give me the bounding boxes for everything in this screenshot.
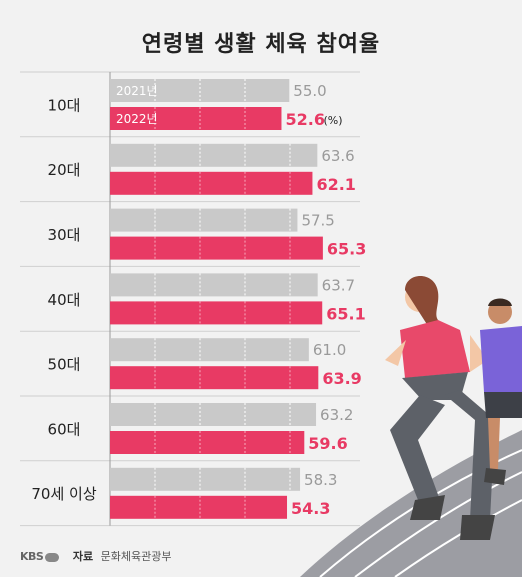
- data-label-2022: 54.3: [291, 499, 330, 518]
- logo-mark-icon: [45, 552, 60, 562]
- data-label-2021: 58.3: [304, 471, 337, 489]
- data-label-2021: 63.2: [320, 406, 353, 424]
- source-credit: KBS 자료 문화체육관광부: [20, 548, 171, 564]
- chart-title: 연령별 생활 체육 참여율: [141, 32, 381, 57]
- runner-woman-illustration: [385, 276, 495, 540]
- data-label-2022: 52.6: [285, 110, 324, 129]
- broadcaster-logo: KBS: [20, 550, 60, 563]
- bar-2022: [110, 366, 319, 390]
- data-label-2021: 61.0: [313, 341, 346, 359]
- data-label-2021: 63.7: [322, 276, 355, 294]
- data-label-2021: 63.6: [321, 147, 354, 165]
- category-label: 30대: [48, 226, 81, 244]
- source-label: 자료: [72, 550, 94, 563]
- category-label: 10대: [48, 96, 81, 114]
- data-label-2022: 65.3: [327, 240, 366, 259]
- bar-2022: [110, 431, 305, 454]
- data-label-2021: 57.5: [301, 212, 334, 230]
- bar-2021: [110, 143, 318, 167]
- runner-man-illustration: [480, 298, 522, 485]
- bar-2021: [110, 273, 318, 297]
- data-label-2021: 55.0: [293, 82, 326, 100]
- bar-2021: [110, 467, 301, 491]
- bar-2021: [110, 403, 317, 426]
- bar-2022: [110, 301, 323, 325]
- category-label: 60대: [48, 420, 81, 438]
- category-label: 20대: [48, 161, 81, 179]
- bar-2022: [110, 236, 323, 260]
- category-label: 40대: [48, 291, 81, 309]
- series-label-2022: 2022년: [116, 112, 158, 126]
- data-label-2022: 59.6: [308, 434, 347, 453]
- bar-2022: [110, 107, 282, 130]
- source-value: 문화체육관광부: [100, 550, 172, 563]
- unit-label: (%): [323, 114, 342, 127]
- category-label: 50대: [48, 356, 81, 374]
- bar-2021: [110, 208, 298, 232]
- data-label-2022: 63.9: [322, 369, 361, 388]
- data-label-2022: 65.1: [326, 304, 365, 323]
- bar-2022: [110, 495, 288, 519]
- series-label-2021: 2021년: [116, 84, 158, 98]
- bar-2021: [110, 338, 309, 362]
- bar-2022: [110, 171, 313, 195]
- data-label-2022: 62.1: [316, 175, 355, 194]
- category-label: 70세 이상: [31, 485, 96, 503]
